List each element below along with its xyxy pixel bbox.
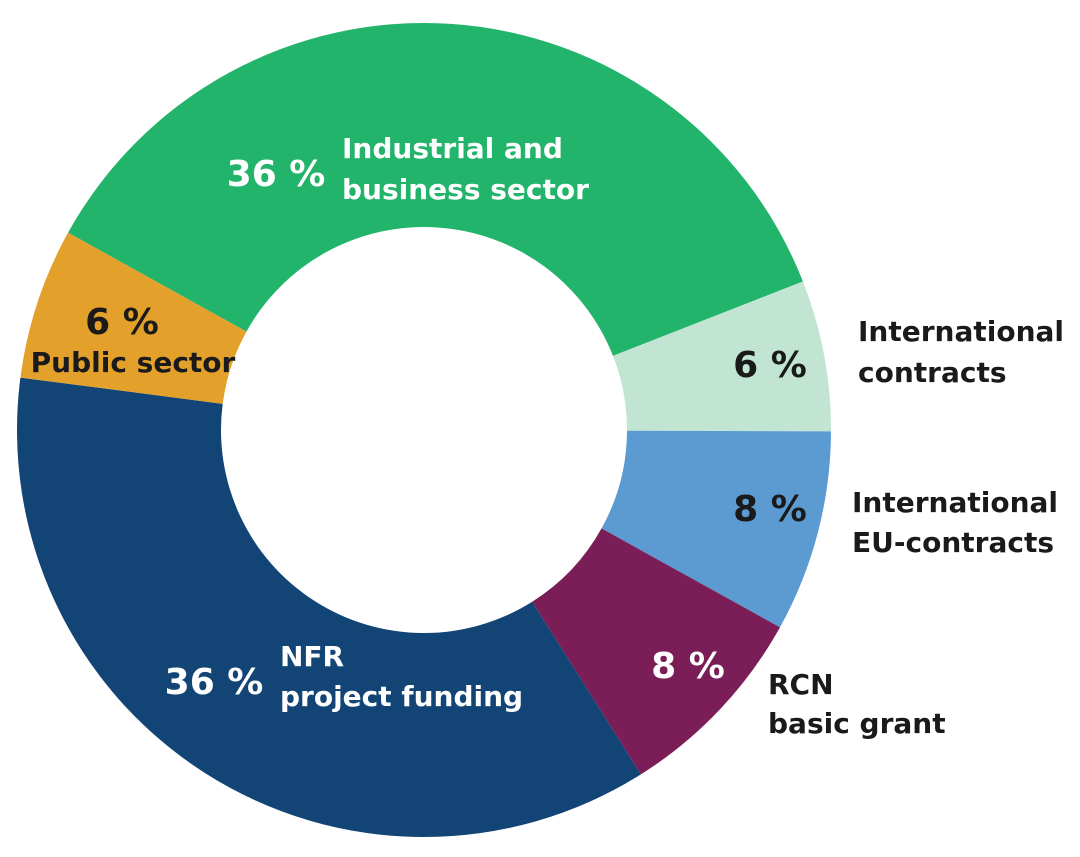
slice-industrial-label-line1: Industrial and: [342, 132, 563, 165]
slice-intl-contracts-label-line1: International: [858, 315, 1064, 348]
slice-nfr-label-line2: project funding: [280, 680, 523, 713]
slice-intl-eu-pct: 8 %: [733, 489, 807, 530]
slice-industrial-label-line2: business sector: [342, 173, 589, 206]
slice-industrial-pct: 36 %: [227, 154, 326, 195]
slice-public-pct: 6 %: [85, 302, 159, 343]
slice-nfr-pct: 36 %: [165, 662, 264, 703]
slice-intl-contracts-pct: 6 %: [733, 345, 807, 386]
slice-intl-contracts-label-line2: contracts: [858, 356, 1007, 389]
slice-rcn-pct: 8 %: [651, 646, 725, 687]
slice-industrial: [68, 23, 803, 356]
slice-intl-eu: [601, 430, 831, 628]
slice-rcn: [532, 528, 780, 775]
slice-rcn-label-line2: basic grant: [768, 707, 946, 740]
slice-nfr: [17, 377, 641, 837]
slice-public-label-line1: Public sector: [31, 346, 236, 379]
slice-nfr-label-line1: NFR: [280, 640, 344, 673]
slice-rcn-label-line1: RCN: [768, 668, 834, 701]
slice-intl-contracts: [613, 281, 831, 432]
slice-intl-eu-label-line1: International: [852, 486, 1058, 519]
slice-intl-eu-label-line2: EU-contracts: [852, 526, 1054, 559]
slice-public: [20, 232, 247, 404]
